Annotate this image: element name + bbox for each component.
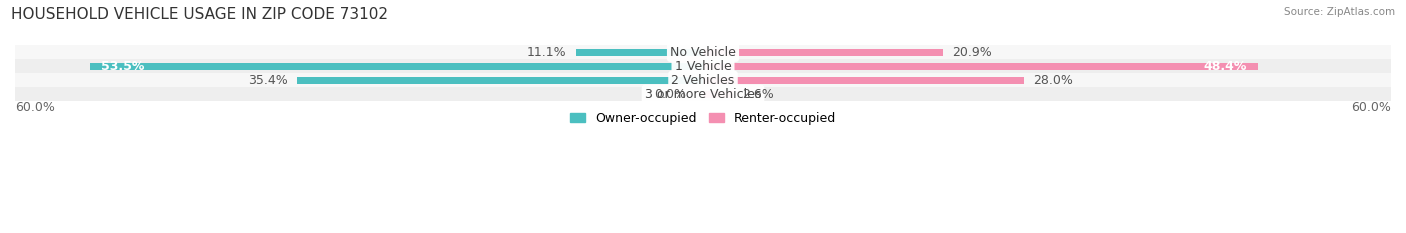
Text: 11.1%: 11.1%: [527, 46, 567, 59]
Text: 60.0%: 60.0%: [15, 101, 55, 114]
Bar: [15, 73, 1391, 87]
Bar: [90, 63, 703, 70]
Text: HOUSEHOLD VEHICLE USAGE IN ZIP CODE 73102: HOUSEHOLD VEHICLE USAGE IN ZIP CODE 7310…: [11, 7, 388, 22]
Bar: [703, 77, 1024, 84]
Bar: [15, 59, 1391, 73]
Text: 28.0%: 28.0%: [1033, 74, 1073, 87]
Bar: [703, 49, 942, 56]
Text: 20.9%: 20.9%: [952, 46, 991, 59]
Text: 3 or more Vehicles: 3 or more Vehicles: [645, 88, 761, 101]
Text: No Vehicle: No Vehicle: [671, 46, 735, 59]
Text: Source: ZipAtlas.com: Source: ZipAtlas.com: [1284, 7, 1395, 17]
Bar: [297, 77, 703, 84]
Text: 60.0%: 60.0%: [1351, 101, 1391, 114]
Bar: [703, 91, 733, 98]
Text: 53.5%: 53.5%: [101, 60, 145, 73]
Text: 35.4%: 35.4%: [247, 74, 288, 87]
Text: 2 Vehicles: 2 Vehicles: [672, 74, 734, 87]
Text: 0.0%: 0.0%: [654, 88, 686, 101]
Text: 1 Vehicle: 1 Vehicle: [675, 60, 731, 73]
Bar: [15, 45, 1391, 59]
Text: 2.6%: 2.6%: [742, 88, 773, 101]
Legend: Owner-occupied, Renter-occupied: Owner-occupied, Renter-occupied: [565, 107, 841, 130]
Bar: [15, 87, 1391, 101]
Bar: [575, 49, 703, 56]
Bar: [703, 63, 1258, 70]
Text: 48.4%: 48.4%: [1204, 60, 1247, 73]
